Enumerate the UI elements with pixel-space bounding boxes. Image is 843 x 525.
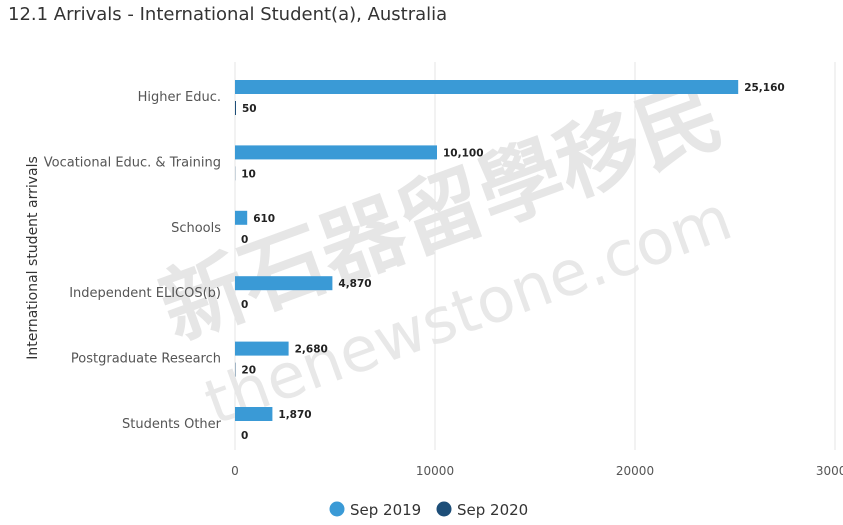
value-label-sep-2019: 2,680: [295, 344, 328, 356]
category-label: Independent ELICOS(b): [69, 286, 221, 301]
bar-sep-2020: [235, 101, 236, 115]
chart-title: 12.1 Arrivals - International Student(a)…: [8, 4, 448, 25]
value-label-sep-2020: 0: [241, 430, 248, 442]
legend-marker: [436, 501, 452, 517]
bar-sep-2019: [235, 210, 248, 225]
bar-sep-2019: [235, 276, 333, 291]
legend-marker: [329, 501, 345, 517]
category-label: Higher Educ.: [138, 90, 221, 105]
value-label-sep-2020: 0: [241, 299, 248, 311]
value-label-sep-2019: 610: [253, 213, 275, 225]
x-tick-label: 30000: [816, 464, 843, 478]
value-label-sep-2020: 0: [241, 234, 248, 246]
y-axis-label: International student arrivals: [25, 156, 41, 360]
category-label: Schools: [171, 221, 221, 236]
value-label-sep-2020: 20: [241, 365, 256, 377]
x-tick-label: 10000: [416, 464, 454, 478]
value-label-sep-2019: 4,870: [338, 278, 371, 290]
bar-sep-2019: [235, 341, 289, 356]
x-tick-label: 0: [231, 464, 239, 478]
legend-label: Sep 2020: [457, 501, 528, 519]
value-label-sep-2019: 10,100: [443, 147, 484, 159]
category-label: Vocational Educ. & Training: [44, 155, 221, 170]
value-label-sep-2019: 25,160: [744, 82, 785, 94]
bar-sep-2019: [235, 145, 437, 160]
category-label: Postgraduate Research: [71, 352, 221, 367]
category-label: Students Other: [122, 417, 222, 432]
value-label-sep-2020: 50: [242, 103, 257, 115]
bar-sep-2019: [235, 407, 273, 421]
legend-label: Sep 2019: [350, 501, 421, 519]
x-tick-label: 20000: [616, 464, 654, 478]
bar-sep-2019: [235, 80, 739, 94]
value-label-sep-2019: 1,870: [278, 409, 311, 421]
value-label-sep-2020: 10: [241, 168, 256, 180]
